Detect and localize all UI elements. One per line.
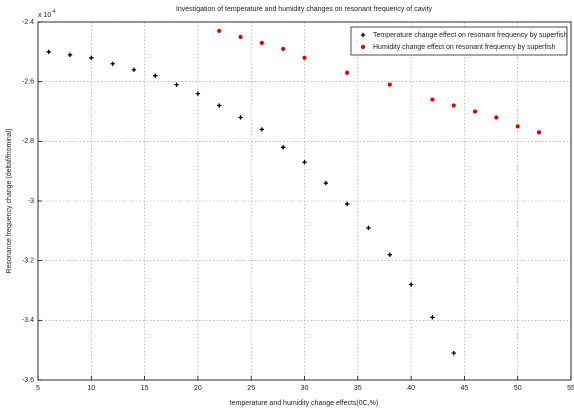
point xyxy=(217,103,222,108)
x-tick-label: 20 xyxy=(194,385,202,392)
point xyxy=(387,82,392,87)
point xyxy=(238,34,243,40)
multiplier-exponent: -4 xyxy=(51,9,56,15)
point xyxy=(67,52,73,58)
point-core xyxy=(346,202,349,205)
point xyxy=(89,55,94,60)
x-tick-label: 10 xyxy=(87,385,95,392)
point-core xyxy=(218,104,221,107)
legend-label: Humidity change effect on resonant frequ… xyxy=(373,44,555,51)
y-axis-label: Resonance frequency change (deltaf/fnomi… xyxy=(6,128,13,273)
point-core xyxy=(260,128,263,131)
legend-box xyxy=(350,26,568,56)
point-core xyxy=(410,283,413,286)
point xyxy=(259,127,265,132)
x-tick-label: 45 xyxy=(461,385,469,392)
y-tick-label: -3.4 xyxy=(22,317,34,324)
y-multiplier: x 10-4 xyxy=(38,9,56,19)
point-core xyxy=(90,56,93,59)
point-core xyxy=(388,253,391,256)
point-core xyxy=(431,316,434,319)
point xyxy=(217,28,222,34)
point xyxy=(451,350,456,356)
point-core xyxy=(452,352,455,355)
point-core xyxy=(68,53,71,56)
y-tick-label: -3 xyxy=(28,198,34,205)
multiplier-base: x 10 xyxy=(38,12,51,19)
x-tick-label: 30 xyxy=(301,385,309,392)
point xyxy=(280,145,286,150)
point-core xyxy=(132,68,135,71)
x-tick-label: 50 xyxy=(514,385,522,392)
point xyxy=(515,124,520,129)
x-axis-label: temperature and humidity change effects(… xyxy=(230,400,379,407)
y-tick-label: -2.8 xyxy=(22,138,34,145)
point xyxy=(302,160,307,165)
plot-frame xyxy=(37,21,572,381)
legend-symbol xyxy=(360,32,366,38)
x-tick-label: 35 xyxy=(354,385,362,392)
point xyxy=(536,130,542,135)
point-core xyxy=(324,182,327,185)
point xyxy=(494,115,499,120)
x-tick-label: 5 xyxy=(36,385,40,392)
point xyxy=(46,49,51,55)
point-core xyxy=(111,62,114,65)
point xyxy=(344,201,350,207)
point xyxy=(195,91,201,96)
point-core xyxy=(47,50,50,53)
y-tick-label: -2.6 xyxy=(22,79,34,86)
point xyxy=(451,103,456,108)
legend-marker xyxy=(360,32,366,38)
point-core xyxy=(282,146,285,149)
y-tick-label: -3.6 xyxy=(22,377,34,384)
point xyxy=(430,97,435,102)
point-core xyxy=(175,83,178,86)
point-core xyxy=(367,226,370,229)
x-tick-label: 25 xyxy=(247,385,255,392)
chart-title: Investigation of temperature and humidit… xyxy=(176,6,433,13)
x-tick-label: 55 xyxy=(567,385,574,392)
point xyxy=(323,180,329,186)
point-core xyxy=(196,92,199,95)
point xyxy=(110,61,115,66)
point xyxy=(281,46,286,51)
point xyxy=(238,115,243,120)
y-tick-label: -2.4 xyxy=(22,19,34,26)
x-tick-label: 40 xyxy=(407,385,415,392)
point xyxy=(174,82,179,87)
legend-label: Temperature change effect on resonant fr… xyxy=(373,32,568,39)
point xyxy=(131,67,137,72)
point xyxy=(302,55,307,60)
point-core xyxy=(303,161,306,164)
point xyxy=(366,225,371,231)
point-core xyxy=(239,116,242,119)
legend-symbol xyxy=(360,44,366,50)
point xyxy=(345,70,350,75)
point-core xyxy=(154,74,157,77)
legend-marker xyxy=(360,44,366,50)
x-tick-label: 15 xyxy=(141,385,149,392)
y-tick-label: -3.2 xyxy=(22,258,34,265)
point xyxy=(472,109,478,114)
point xyxy=(430,315,435,320)
point xyxy=(387,252,392,257)
point xyxy=(408,282,414,287)
point xyxy=(259,40,264,45)
point xyxy=(153,73,158,78)
